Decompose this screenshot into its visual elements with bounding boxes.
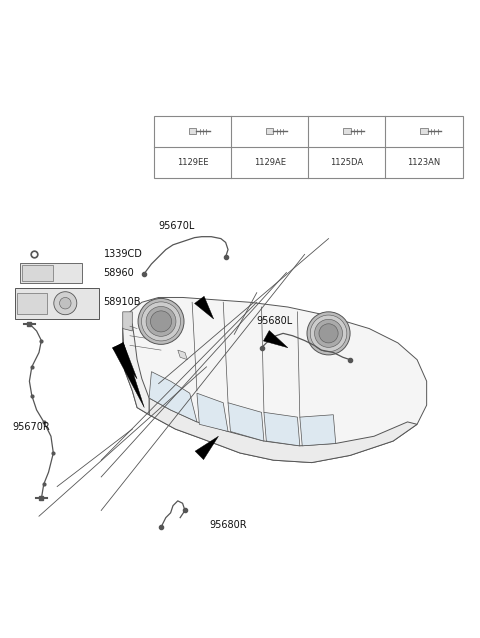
Circle shape <box>142 302 180 341</box>
Text: 1339CD: 1339CD <box>104 249 143 260</box>
Polygon shape <box>300 415 336 446</box>
Polygon shape <box>197 393 228 431</box>
Circle shape <box>146 306 176 336</box>
Polygon shape <box>123 312 132 331</box>
Circle shape <box>307 312 350 355</box>
Bar <box>189 128 196 134</box>
Text: 95670R: 95670R <box>12 422 50 432</box>
Text: 1123AN: 1123AN <box>408 158 441 167</box>
Polygon shape <box>123 297 427 463</box>
Polygon shape <box>264 330 288 348</box>
Text: 95680L: 95680L <box>257 316 293 327</box>
Bar <box>154 115 463 178</box>
Polygon shape <box>149 398 417 463</box>
Bar <box>420 128 428 134</box>
Bar <box>17 293 47 314</box>
Circle shape <box>310 315 347 352</box>
Circle shape <box>151 311 171 332</box>
Bar <box>20 263 82 283</box>
Polygon shape <box>228 403 264 441</box>
Polygon shape <box>113 343 137 379</box>
Polygon shape <box>149 372 197 422</box>
Text: 1129EE: 1129EE <box>177 158 208 167</box>
Circle shape <box>54 292 77 315</box>
Text: 1125DA: 1125DA <box>330 158 363 167</box>
Circle shape <box>314 320 343 347</box>
Polygon shape <box>264 412 300 446</box>
Polygon shape <box>194 296 214 319</box>
Polygon shape <box>178 350 187 360</box>
Text: 95680R: 95680R <box>209 520 247 530</box>
Text: 95670L: 95670L <box>158 221 195 231</box>
Text: 58910B: 58910B <box>104 297 141 308</box>
Polygon shape <box>123 324 149 415</box>
Text: 58960: 58960 <box>104 267 134 278</box>
Circle shape <box>138 299 184 345</box>
Bar <box>343 128 350 134</box>
Bar <box>266 128 274 134</box>
Bar <box>22 265 53 281</box>
Polygon shape <box>112 343 144 408</box>
Text: 1129AE: 1129AE <box>253 158 286 167</box>
Bar <box>15 288 99 319</box>
Circle shape <box>60 297 71 309</box>
Polygon shape <box>195 436 218 459</box>
Circle shape <box>319 324 338 343</box>
